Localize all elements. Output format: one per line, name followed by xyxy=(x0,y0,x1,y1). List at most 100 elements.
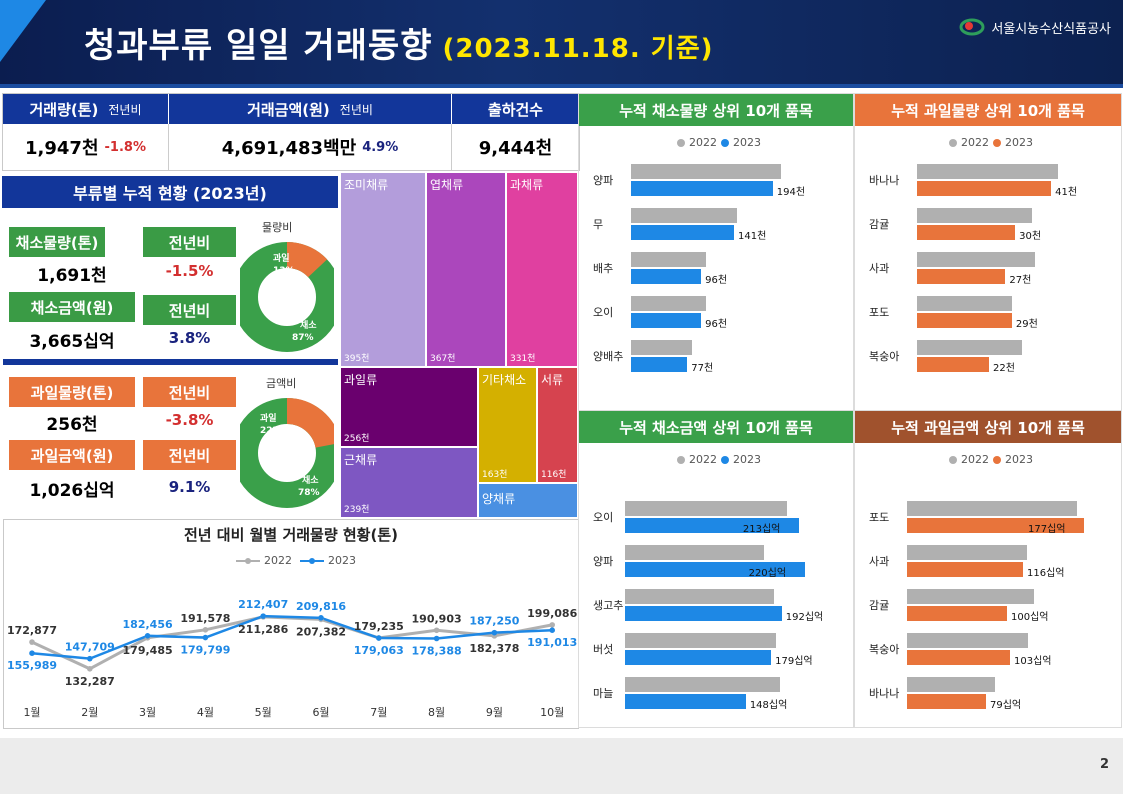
panel-fruit-volume-title: 누적 과일물량 상위 10개 품목 xyxy=(855,94,1121,126)
bar-2022 xyxy=(917,164,1058,179)
bar-value-label: 77천 xyxy=(691,363,714,374)
bar-2023 xyxy=(917,225,1016,240)
series-2023-point xyxy=(144,633,151,639)
kpi-amount-label: 거래금액(원) xyxy=(247,100,330,119)
legend-dot-2022 xyxy=(677,138,685,147)
bar-value-label: 116십억 xyxy=(1027,568,1065,579)
series-2023-data-label: 147,709 xyxy=(65,641,115,654)
legend-dot-2022 xyxy=(677,455,685,464)
legend-label-2022: 2022 xyxy=(961,453,989,466)
series-2023-point xyxy=(433,635,440,642)
treemap-cell: 서류 116천 xyxy=(537,367,578,483)
kpi-amount-yoy-label: 전년비 xyxy=(339,102,373,117)
bar-2022 xyxy=(907,501,1077,516)
donut2-hole xyxy=(259,425,315,481)
bar-chart-area: 바나나 41천 감귤 30천 사과 27천 포도 29천 복숭아 22천 xyxy=(855,154,1121,410)
bar-2022 xyxy=(631,296,706,311)
series-2022-data-label: 172,877 xyxy=(7,624,57,637)
series-2022-data-label: 190,903 xyxy=(412,612,462,625)
fruit-volume-yoy-tag: 전년비 xyxy=(143,377,236,407)
x-tick-label: 8월 xyxy=(428,706,445,719)
series-2022-data-label: 211,286 xyxy=(238,623,288,636)
bar-chart-area: 오이 213십억 양파 220십억 생고추 192십억 버섯 179십억 마늘 148십억 xyxy=(579,491,853,727)
bar-2022 xyxy=(907,677,995,692)
bar-value-label: 192십억 xyxy=(785,612,824,623)
series-2023-data-label: 187,250 xyxy=(469,615,519,628)
bar-2022 xyxy=(631,340,693,355)
bar-2022 xyxy=(907,633,1028,648)
donut2-title: 금액비 xyxy=(266,377,297,390)
kpi-shipments-label: 출하건수 xyxy=(487,100,544,119)
treemap-cell: 조미채류 395천 xyxy=(340,172,426,367)
series-2022-point xyxy=(87,665,93,672)
kpi-volume-yoy-label: 전년비 xyxy=(108,102,142,117)
series-2023-point xyxy=(491,629,498,636)
treemap-cell: 과일류 256천 xyxy=(340,367,478,447)
x-tick-label: 4월 xyxy=(197,706,214,719)
category-label: 생고추 xyxy=(593,599,624,612)
category-label: 포도 xyxy=(869,306,890,319)
bar-value-label: 141천 xyxy=(738,231,767,242)
series-2022-point xyxy=(433,627,440,634)
series-2022-point xyxy=(29,639,35,645)
x-tick-label: 3월 xyxy=(139,706,156,719)
category-label: 사과 xyxy=(869,262,890,275)
bar-2022 xyxy=(625,677,781,692)
bar-value-label: 29천 xyxy=(1015,319,1038,330)
category-label: 사과 xyxy=(869,555,890,568)
donut2-fruit-pct: 22% xyxy=(260,426,282,436)
bar-2022 xyxy=(625,589,775,604)
series-2022-data-label: 182,378 xyxy=(469,642,519,655)
panel-fruit-amount-title: 누적 과일금액 상위 10개 품목 xyxy=(855,411,1121,443)
org-logo-icon xyxy=(959,18,985,36)
series-2023-point xyxy=(202,634,209,641)
org-logo: 서울시농수산식품공사 xyxy=(959,17,1111,37)
bar-value-label: 100십억 xyxy=(1011,612,1049,623)
fruit-amount-yoy-tag: 전년비 xyxy=(143,440,236,470)
bar-value-label: 220십억 xyxy=(748,568,787,579)
series-2022-data-label: 191,578 xyxy=(180,612,230,625)
donut1-fruit-label: 과일 xyxy=(273,252,290,264)
bar-2023 xyxy=(917,357,989,372)
header-banner: 청과부류 일일 거래동향 (2023.11.18. 기준) 서울시농수산식품공사 xyxy=(0,0,1123,88)
donut1-veg-pct: 87% xyxy=(292,333,314,343)
kpi-volume-cell: 1,947천 -1.8% xyxy=(3,124,169,170)
category-label: 양파 xyxy=(593,174,614,187)
bar-2023 xyxy=(907,650,1010,665)
category-title: 부류별 누적 현황 (2023년) xyxy=(2,176,338,208)
treemap-cell: 기타채소 163천 xyxy=(478,367,537,483)
series-2023-line xyxy=(31,614,553,660)
volume-share-donut: 과일 13% 채소 87% xyxy=(240,242,334,352)
legend-2022-marker xyxy=(236,557,260,564)
series-2022-data-label: 199,086 xyxy=(527,607,577,620)
category-label: 오이 xyxy=(593,511,614,524)
bar-2023 xyxy=(631,225,735,240)
section-divider xyxy=(3,359,338,365)
bar-value-label: 79십억 xyxy=(990,700,1022,711)
bar-2023 xyxy=(631,357,688,372)
header-accent xyxy=(0,0,46,62)
veg-amount-yoy: 3.8% xyxy=(168,329,211,347)
bar-2023 xyxy=(625,518,799,533)
bar-2022 xyxy=(631,252,707,267)
treemap-cell: 양채류 xyxy=(478,483,578,518)
category-label: 복숭아 xyxy=(869,350,900,363)
kpi-volume-yoy: -1.8% xyxy=(104,139,146,155)
kpi-amount-cell: 4,691,483백만 4.9% xyxy=(169,124,452,170)
fruit-volume-yoy: -3.8% xyxy=(165,411,214,429)
kpi-volume-value: 1,947천 xyxy=(25,138,99,159)
panel-veg-volume-title: 누적 채소물량 상위 10개 품목 xyxy=(579,94,853,126)
legend-dot-2023 xyxy=(993,455,1001,464)
veg-volume-yoy: -1.5% xyxy=(165,262,214,280)
bar-2022 xyxy=(625,545,764,560)
category-label: 바나나 xyxy=(869,687,900,700)
fruit-amount-value: 1,026십억 xyxy=(29,481,115,501)
kpi-volume-header: 거래량(톤) 전년비 xyxy=(3,94,168,124)
series-2023-data-label: 178,388 xyxy=(412,644,462,657)
donut2-veg-label: 채소 xyxy=(302,474,319,486)
panel-veg-amount-legend: 2022 2023 xyxy=(677,453,761,466)
panel-fruit-amount: 누적 과일금액 상위 10개 품목 2022 2023 포도 177십억 사과 116십… xyxy=(854,410,1122,728)
veg-amount-yoy-tag: 전년비 xyxy=(143,295,236,325)
bar-2023 xyxy=(907,518,1084,533)
fruit-volume-value: 256천 xyxy=(46,415,98,435)
